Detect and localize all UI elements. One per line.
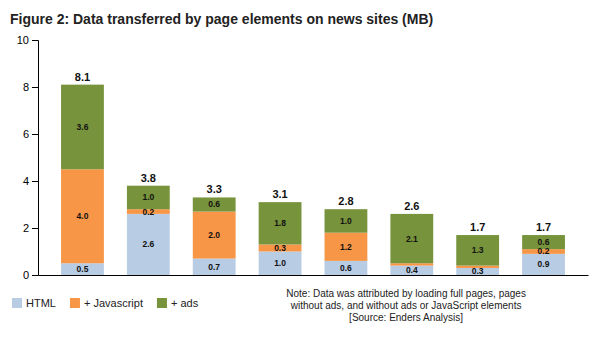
data-label: 0.2 <box>538 246 550 256</box>
y-tick: 0 <box>23 269 38 281</box>
note-line: [Source: Enders Analysis] <box>349 312 463 323</box>
bar <box>193 212 236 259</box>
total-label: 1.7 <box>470 221 485 233</box>
bar-series <box>61 85 565 266</box>
data-label: 0.4 <box>406 265 418 275</box>
y-tick-label: 2 <box>23 222 29 234</box>
data-label: 0.3 <box>274 243 286 253</box>
bar <box>522 235 565 249</box>
y-tick-mark <box>32 40 38 41</box>
data-label: 0.6 <box>340 263 352 273</box>
total-label: 8.1 <box>75 71 90 83</box>
bar <box>390 214 433 263</box>
legend: HTML + Javascript + ads <box>12 297 199 309</box>
bar <box>127 214 170 275</box>
y-tick: 8 <box>23 81 38 93</box>
bar <box>325 233 368 261</box>
data-labels: 0.5 2.6 0.7 1.0 0.6 0.4 0.3 0.9 4.0 0.2 2.0 0.3 1.2 0… <box>77 122 550 277</box>
y-axis-line <box>32 41 39 276</box>
data-label: 4.0 <box>77 211 89 221</box>
y-tick-mark <box>32 134 38 135</box>
legend-label: + Javascript <box>84 297 143 309</box>
legend-swatch <box>12 298 22 308</box>
y-tick: 2 <box>23 222 38 234</box>
y-tick-label: 0 <box>23 269 29 281</box>
data-label: 3.6 <box>77 122 89 132</box>
x-axis <box>39 275 589 276</box>
data-label: 2.1 <box>406 234 418 244</box>
note-line: Note: Data was attributed by loading ful… <box>286 288 526 299</box>
legend-label: + ads <box>171 297 199 309</box>
y-tick-mark <box>32 181 38 182</box>
bars <box>61 85 565 275</box>
legend-item: + ads <box>157 297 199 309</box>
bar <box>193 197 236 211</box>
bar <box>390 266 433 275</box>
total-label: 3.8 <box>141 172 156 184</box>
data-label: 0.5 <box>77 264 89 274</box>
bar-series <box>61 214 565 275</box>
legend-swatch <box>70 298 80 308</box>
data-label: 0.6 <box>208 199 220 209</box>
y-tick-label: 8 <box>23 81 29 93</box>
y-tick-mark <box>32 228 38 229</box>
y-tick-mark <box>32 275 38 276</box>
data-label: 2.0 <box>208 230 220 240</box>
legend-item: + Javascript <box>70 297 143 309</box>
data-label: 0.2 <box>142 207 154 217</box>
title: Figure 2: Data transferred by page eleme… <box>10 11 433 27</box>
y-tick: 4 <box>23 175 38 187</box>
data-label: 1.0 <box>274 258 286 268</box>
note-line: without ads, and without ads or JavaScri… <box>290 300 522 311</box>
data-label: 1.0 <box>142 192 154 202</box>
chart: Figure 2: Data transferred by page eleme… <box>0 0 600 347</box>
legend-label: HTML <box>26 297 56 309</box>
y-tick-label: 4 <box>23 175 29 187</box>
data-label: 1.0 <box>340 216 352 226</box>
y-tick-mark <box>32 87 38 88</box>
bar <box>456 235 499 266</box>
total-label: 3.1 <box>272 188 287 200</box>
bar <box>61 85 104 170</box>
bar-series <box>61 169 565 268</box>
total-label: 2.6 <box>404 200 419 212</box>
y-tick-label: 10 <box>17 34 29 46</box>
bar <box>259 202 302 244</box>
total-label: 3.3 <box>207 183 222 195</box>
data-label: 0.3 <box>472 266 484 276</box>
data-label: 2.6 <box>142 239 154 249</box>
bar <box>522 254 565 275</box>
total-label: 1.7 <box>536 221 551 233</box>
bar <box>61 169 104 263</box>
totals: 8.1 3.8 3.3 3.1 2.8 2.6 1.7 1.7 <box>75 71 551 233</box>
legend-swatch <box>157 298 167 308</box>
data-label: 1.8 <box>274 218 286 228</box>
data-label: 1.3 <box>472 245 484 255</box>
y-tick: 6 <box>23 128 38 140</box>
y-tick: 10 <box>17 34 38 46</box>
bar <box>259 252 302 276</box>
data-label: 0.6 <box>538 237 550 247</box>
note: Note: Data was attributed by loading ful… <box>286 288 526 323</box>
bar <box>325 261 368 275</box>
x-axis-line <box>39 275 589 276</box>
data-label: 1.2 <box>340 242 352 252</box>
total-label: 2.8 <box>338 195 353 207</box>
bar <box>61 263 104 275</box>
y-axis: 0 2 4 6 8 10 <box>17 34 39 281</box>
data-label: 0.9 <box>538 259 550 269</box>
data-label: 0.7 <box>208 262 220 272</box>
legend-item: HTML <box>12 297 56 309</box>
bar <box>193 259 236 275</box>
y-tick-label: 6 <box>23 128 29 140</box>
bar <box>325 209 368 233</box>
